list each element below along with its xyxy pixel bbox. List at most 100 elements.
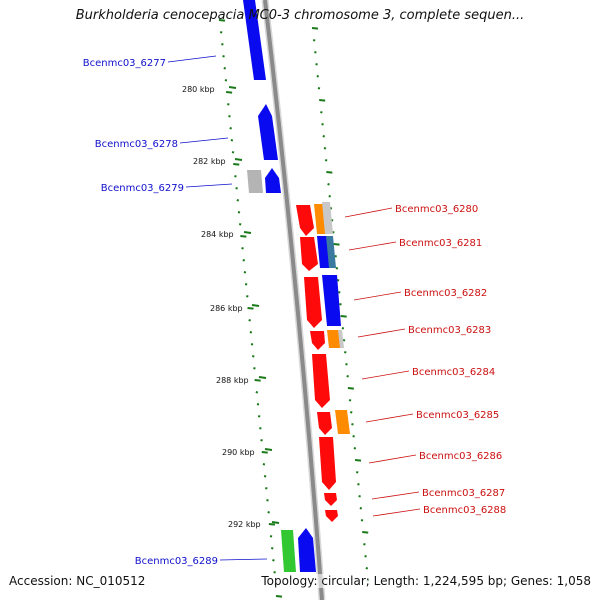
tick-mark <box>257 415 261 418</box>
tick-mark <box>259 427 262 430</box>
tick-mark <box>237 211 241 214</box>
gene-feature-6284[interactable] <box>312 354 330 408</box>
gene-leader-line <box>185 183 233 188</box>
gene-feature-6287[interactable] <box>324 493 337 506</box>
gene-feature-6282[interactable] <box>304 277 322 328</box>
gene-feature-6279[interactable] <box>265 168 281 193</box>
tick-mark <box>275 595 283 598</box>
gene-feature-6281-teal[interactable] <box>326 236 336 268</box>
tick-mark <box>267 511 270 514</box>
tick-mark <box>321 123 324 126</box>
tick-mark <box>218 19 226 22</box>
gene-feature-6280-gray[interactable] <box>322 202 333 234</box>
accession-text: Accession: NC_010512 <box>9 574 146 588</box>
gene-feature-6283-gray[interactable] <box>338 330 344 348</box>
gene-label-right[interactable]: Bcenmc03_6281 <box>399 238 482 249</box>
tick-mark <box>226 91 233 94</box>
tick-mark <box>348 399 352 402</box>
tick-mark <box>351 423 354 426</box>
scale-tick <box>264 448 273 451</box>
gene-leader-line <box>368 454 417 464</box>
tick-mark <box>269 535 273 538</box>
gene-label-right[interactable]: Bcenmc03_6283 <box>408 325 491 336</box>
tick-mark <box>319 99 326 102</box>
tick-mark <box>336 279 340 282</box>
left-gene-labels: Bcenmc03_6277 Bcenmc03_6278 Bcenmc03_6279 B… <box>83 55 268 567</box>
tick-mark <box>317 87 321 90</box>
tick-mark <box>256 403 260 406</box>
gene-feature-6283-orange[interactable] <box>327 330 341 348</box>
tick-mark <box>347 387 354 390</box>
gene-label-left[interactable]: Bcenmc03_6289 <box>135 556 218 567</box>
tick-mark <box>341 327 345 330</box>
tick-mark <box>349 411 353 414</box>
gene-label-right[interactable]: Bcenmc03_6288 <box>423 505 506 516</box>
gene-feature-6289[interactable] <box>298 528 316 572</box>
tick-mark <box>316 75 320 78</box>
tick-mark <box>255 391 259 394</box>
gene-leader-line <box>167 55 217 63</box>
tick-mark <box>270 547 274 550</box>
gene-feature-6277[interactable] <box>243 0 266 80</box>
gene-label-left[interactable]: Bcenmc03_6279 <box>101 183 184 194</box>
tick-mark <box>360 519 364 522</box>
gene-feature-6285[interactable] <box>317 412 332 435</box>
tick-mark <box>326 171 333 174</box>
tick-mark <box>346 375 349 378</box>
gene-label-right[interactable]: Bcenmc03_6282 <box>404 288 487 299</box>
gene-label-right[interactable]: Bcenmc03_6280 <box>395 204 478 215</box>
tick-mark <box>272 559 275 562</box>
tick-mark <box>247 307 254 310</box>
scale-tick <box>228 86 237 89</box>
tick-mark <box>242 259 246 262</box>
sequence-summary: Topology: circular; Length: 1,224,595 bp… <box>261 574 591 588</box>
tick-mark <box>251 355 255 358</box>
gene-label-left[interactable]: Bcenmc03_6278 <box>95 139 178 150</box>
gene-leader-line <box>357 328 406 338</box>
gene-leader-line <box>371 491 420 500</box>
gene-label-right[interactable]: Bcenmc03_6287 <box>422 488 505 499</box>
tick-mark <box>261 451 268 454</box>
gene-label-left[interactable]: Bcenmc03_6277 <box>83 58 166 69</box>
gene-label-right[interactable]: Bcenmc03_6286 <box>419 451 502 462</box>
gene-feature-6286[interactable] <box>319 437 336 490</box>
tick-mark <box>364 555 367 558</box>
tick-mark <box>312 39 316 42</box>
tick-mark <box>262 463 266 466</box>
gene-feature-6279-gray[interactable] <box>247 170 263 193</box>
tick-mark <box>324 159 328 162</box>
gene-label-right[interactable]: Bcenmc03_6284 <box>412 367 495 378</box>
scale-labels: 280 kbp 282 kbp 284 kbp 286 kbp 288 kbp 290 k… <box>182 85 280 529</box>
tick-mark <box>240 235 247 238</box>
tick-mark <box>266 499 269 502</box>
gene-label-right[interactable]: Bcenmc03_6285 <box>416 410 499 421</box>
gene-leader-line <box>353 291 402 301</box>
tick-mark <box>249 331 253 334</box>
tick-mark <box>314 51 317 54</box>
gene-feature-6285-orange[interactable] <box>335 410 350 434</box>
gene-feature-6282-blue[interactable] <box>322 275 341 326</box>
gene-feature-6288[interactable] <box>325 510 338 522</box>
gene-feature-6281[interactable] <box>300 237 318 271</box>
gene-feature-6283[interactable] <box>310 331 325 350</box>
scale-tick <box>251 304 260 307</box>
tick-mark <box>339 303 342 306</box>
gene-feature-6278[interactable] <box>258 104 278 160</box>
tick-mark <box>228 115 231 118</box>
tick-mark <box>365 567 369 570</box>
tick-mark <box>234 175 237 178</box>
gene-leader-line <box>361 370 410 380</box>
tick-mark <box>353 447 357 450</box>
scale-label: 290 kbp <box>222 448 255 457</box>
gene-feature-6280[interactable] <box>296 205 314 236</box>
tick-mark <box>333 243 340 246</box>
gene-feature-6289-green[interactable] <box>281 530 296 572</box>
tick-marks <box>218 19 370 598</box>
tick-mark <box>352 435 355 438</box>
scale-tick <box>271 521 280 524</box>
tick-mark <box>254 379 261 382</box>
tick-mark <box>315 63 318 66</box>
gene-leader-line <box>348 241 397 251</box>
